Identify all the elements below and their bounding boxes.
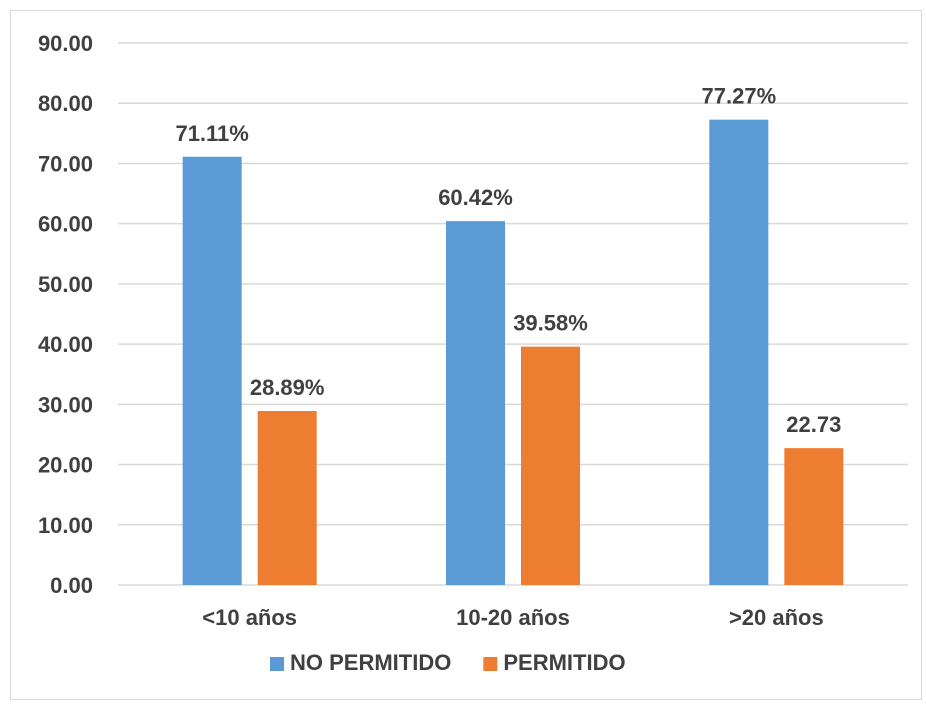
x-axis-category-labels: <10 años 10-20 años >20 años [202, 605, 823, 630]
legend-label: PERMITIDO [503, 650, 625, 675]
bar-permitido [257, 411, 317, 585]
data-label: 39.58% [513, 311, 588, 336]
y-tick-label: 90.00 [38, 31, 93, 56]
y-tick-label: 20.00 [38, 453, 93, 478]
data-label: 77.27% [702, 84, 777, 109]
y-tick-label: 50.00 [38, 272, 93, 297]
y-tick-label: 80.00 [38, 91, 93, 116]
bar-no-permitido [182, 156, 242, 586]
y-tick-label: 60.00 [38, 212, 93, 237]
y-tick-label: 30.00 [38, 392, 93, 417]
data-label: 28.89% [250, 375, 325, 400]
y-tick-label: 70.00 [38, 151, 93, 176]
y-tick-label: 0.00 [50, 573, 93, 598]
data-label: 71.11% [175, 121, 248, 146]
legend-swatch [270, 657, 284, 671]
data-labels: 71.11% 28.89% 60.42% 39.58% 77.27% 22.73 [175, 84, 841, 437]
legend-swatch [483, 657, 498, 671]
bar-no-permitido [446, 221, 505, 585]
legend: NO PERMITIDO PERMITIDO [270, 650, 626, 675]
x-category-label: >20 años [729, 605, 824, 630]
y-axis-tick-labels: 0.00 10.00 20.00 30.00 40.00 50.00 60.00 70.00 8… [38, 31, 93, 598]
bar-permitido [784, 448, 844, 585]
bars [182, 119, 844, 586]
data-label: 22.73 [786, 412, 841, 437]
legend-label: NO PERMITIDO [290, 650, 451, 675]
y-tick-label: 40.00 [38, 332, 93, 357]
gridlines [118, 42, 908, 586]
x-category-label: <10 años [202, 605, 297, 630]
data-label: 60.42% [438, 185, 513, 210]
y-tick-label: 10.00 [38, 513, 93, 538]
bar-no-permitido [709, 119, 769, 585]
x-category-label: 10-20 años [456, 605, 570, 630]
bar-permitido [521, 346, 580, 585]
